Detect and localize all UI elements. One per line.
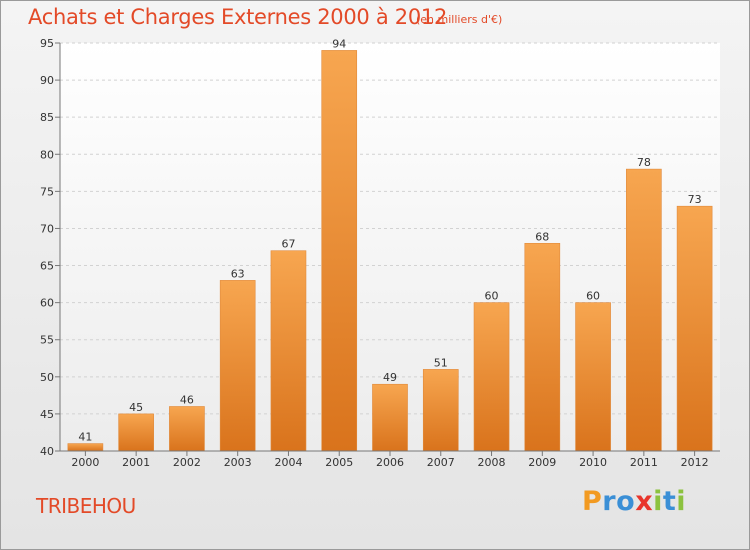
proxiti-logo: Proxiti xyxy=(582,486,686,517)
bar-value-label: 78 xyxy=(637,156,651,169)
x-tick-label: 2012 xyxy=(681,456,709,469)
y-tick-label: 45 xyxy=(40,408,54,421)
x-tick-label: 2006 xyxy=(376,456,404,469)
chart-title: Achats et Charges Externes 2000 à 2012 xyxy=(28,5,448,29)
logo-letter: i xyxy=(676,486,687,517)
bar-2011 xyxy=(626,168,662,452)
chart-subtitle: (en milliers d'€) xyxy=(416,13,503,26)
y-tick-label: 70 xyxy=(40,222,54,235)
y-tick-label: 80 xyxy=(40,148,54,161)
bar-value-label: 49 xyxy=(383,371,397,384)
y-tick-label: 60 xyxy=(40,297,54,310)
bar-value-label: 63 xyxy=(231,267,245,280)
y-tick-label: 75 xyxy=(40,185,54,198)
bar-2001 xyxy=(118,413,154,452)
x-tick-label: 2005 xyxy=(325,456,353,469)
bar-2004 xyxy=(270,250,307,452)
bar-2012 xyxy=(676,205,713,452)
y-tick-label: 55 xyxy=(40,334,54,347)
logo-letter: i xyxy=(653,486,663,517)
bar-value-label: 68 xyxy=(535,230,549,243)
bar-2006 xyxy=(372,383,408,452)
bar-value-label: 60 xyxy=(586,290,600,303)
x-tick-label: 2001 xyxy=(122,456,150,469)
y-tick-label: 85 xyxy=(40,111,54,124)
bar-value-label: 51 xyxy=(434,356,448,369)
x-tick-label: 2009 xyxy=(528,456,556,469)
bar-2007 xyxy=(422,369,459,452)
bar-value-label: 67 xyxy=(281,238,295,251)
x-tick-label: 2010 xyxy=(579,456,607,469)
y-tick-label: 65 xyxy=(40,260,54,273)
bars: 41 45 46 63 67 94 49 51 60 68 60 78 73 xyxy=(67,37,713,452)
x-axis: 2000 2001 2002 2003 2004 2005 2006 2007 2008 2009… xyxy=(71,451,709,469)
bar-value-label: 46 xyxy=(180,393,194,406)
bar-2000 xyxy=(67,443,104,452)
bar-value-label: 45 xyxy=(129,401,143,414)
logo-letter: o xyxy=(616,486,636,517)
logo-letter: r xyxy=(602,486,617,517)
x-tick-label: 2007 xyxy=(427,456,455,469)
x-tick-label: 2000 xyxy=(71,456,99,469)
logo-letter: x xyxy=(635,486,654,517)
bar-value-label: 94 xyxy=(332,37,346,50)
bar-value-label: 73 xyxy=(688,193,702,206)
logo-letter: t xyxy=(662,486,677,517)
bar-2009 xyxy=(524,242,561,452)
bar-2005 xyxy=(321,50,358,452)
y-axis: 40 45 50 55 60 65 70 75 80 85 90 95 xyxy=(40,37,60,458)
logo-letter: P xyxy=(582,486,603,517)
commune-name: TRIBEHOU xyxy=(36,494,136,518)
x-tick-label: 2011 xyxy=(630,456,658,469)
x-tick-label: 2003 xyxy=(224,456,252,469)
bar-value-label: 41 xyxy=(78,431,92,444)
bar-2008 xyxy=(473,302,510,452)
bar-2003 xyxy=(219,280,256,452)
bar-2010 xyxy=(575,302,611,452)
x-tick-label: 2004 xyxy=(274,456,302,469)
x-tick-label: 2002 xyxy=(173,456,201,469)
y-tick-label: 95 xyxy=(40,37,54,50)
y-tick-label: 90 xyxy=(40,74,54,87)
x-tick-label: 2008 xyxy=(478,456,506,469)
y-tick-label: 40 xyxy=(40,445,54,458)
bar-2002 xyxy=(169,406,205,452)
bar-value-label: 60 xyxy=(485,290,499,303)
y-tick-label: 50 xyxy=(40,371,54,384)
